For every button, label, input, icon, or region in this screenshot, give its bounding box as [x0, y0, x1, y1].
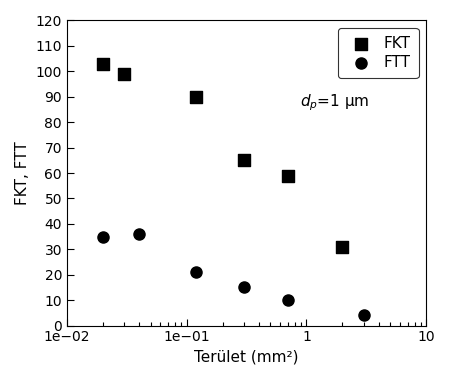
- FKT: [121, 71, 128, 77]
- FKT: [240, 157, 248, 163]
- FKT: [193, 94, 200, 100]
- FTT: [240, 284, 248, 290]
- FTT: [135, 231, 143, 237]
- Legend: FKT, FTT: FKT, FTT: [338, 28, 418, 78]
- X-axis label: Terület (mm²): Terület (mm²): [194, 350, 299, 365]
- Y-axis label: FKT, FTT: FKT, FTT: [15, 141, 30, 205]
- FTT: [99, 234, 107, 240]
- Text: $d_p$=1 μm: $d_p$=1 μm: [301, 92, 370, 112]
- FKT: [284, 173, 292, 179]
- FTT: [193, 269, 200, 275]
- FKT: [99, 61, 107, 67]
- FTT: [284, 297, 292, 303]
- FTT: [360, 312, 367, 318]
- FKT: [339, 244, 346, 250]
